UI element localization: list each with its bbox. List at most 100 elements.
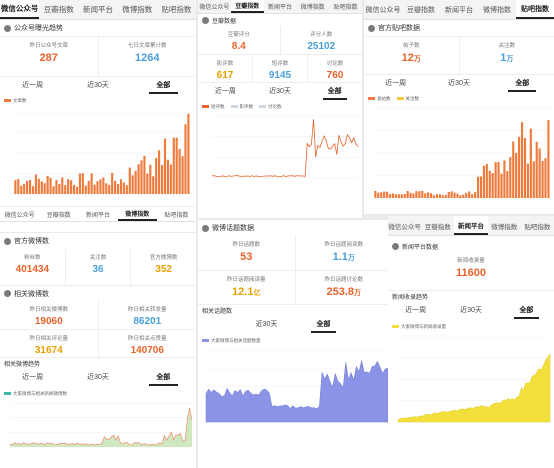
tab-news[interactable]: 新闻平台 <box>86 212 111 219</box>
range-all[interactable]: 全部 <box>295 319 352 333</box>
bar <box>61 177 64 194</box>
range-all[interactable]: 全部 <box>131 80 196 94</box>
stat-rating: 豆瓣评分 8.4 <box>198 26 280 54</box>
stat-label: 关注数 <box>89 255 107 261</box>
bar <box>394 194 397 198</box>
stat-follows: 关注数 36 <box>64 249 131 285</box>
tieba-stats-row: 帖子数 12万 关注数 1万 <box>364 36 554 74</box>
tab-tieba[interactable]: 贴吧指数 <box>333 5 358 11</box>
tab-news[interactable]: 新闻平台 <box>454 216 488 235</box>
weibo-icon <box>4 290 11 297</box>
stat-value: 1 <box>500 52 507 64</box>
bar <box>17 179 20 194</box>
bar <box>93 184 96 194</box>
tab-weibo[interactable]: 微博指数 <box>122 5 153 14</box>
stat-label: 昨日相关微博数 <box>29 307 68 313</box>
bar <box>137 164 140 194</box>
stat-value: 19060 <box>34 316 63 327</box>
legend-label: 文章数 <box>13 98 27 103</box>
tab-douban[interactable]: 豆瓣指数 <box>230 0 264 13</box>
range-30days[interactable]: 近30天 <box>87 81 109 89</box>
trend-line <box>211 119 359 178</box>
tab-tieba[interactable]: 贴吧指数 <box>161 5 192 14</box>
range-all[interactable]: 全部 <box>131 372 196 386</box>
range-week[interactable]: 近一周 <box>405 307 427 314</box>
bar <box>421 190 424 198</box>
legend-label: 大家微博与相关新闻微博数 <box>13 391 67 396</box>
range-all[interactable]: 全部 <box>491 78 554 92</box>
tab-wechat[interactable]: 微信公众号 <box>199 5 230 11</box>
chart-legend: 短评数 影评数 讨论数 <box>198 102 362 112</box>
area-fill <box>10 408 192 447</box>
legend-swatch <box>4 99 11 103</box>
range-week[interactable]: 近一周 <box>385 79 407 87</box>
range-30days[interactable]: 近30天 <box>87 374 109 381</box>
range-30days[interactable]: 近30天 <box>460 307 482 314</box>
legend-label: 讨论数 <box>268 104 282 109</box>
range-week[interactable]: 近一周 <box>22 81 44 89</box>
tab-douban[interactable]: 豆瓣指数 <box>46 212 71 219</box>
range-week[interactable]: 近一周 <box>214 87 236 95</box>
tab-weibo[interactable]: 微博指数 <box>117 207 157 221</box>
legend-swatch <box>4 392 11 396</box>
bar <box>119 179 123 194</box>
news-panel: 微信公众号 豆瓣指数 新闻平台 微博指数 贴吧指数 新闻平台数据 新闻收录量 11… <box>388 216 554 468</box>
stat-label: 新闻收录量 <box>457 258 485 264</box>
bar <box>397 194 400 198</box>
legend-swatch <box>368 97 375 101</box>
bar <box>122 182 125 194</box>
tab-tieba[interactable]: 贴吧指数 <box>164 212 189 219</box>
tab-douban[interactable]: 豆瓣指数 <box>424 223 451 231</box>
stat-label: 昨日话题阅读量 <box>226 277 266 283</box>
range-tabs: 近一周 近30天 全部 <box>0 76 196 94</box>
tab-wechat[interactable]: 微信公众号 <box>388 223 421 231</box>
bar <box>474 192 477 198</box>
range-week[interactable]: 近一周 <box>22 374 44 381</box>
platform-tabs: 微信公众号 豆瓣指数 新闻平台 微博指数 贴吧指数 <box>198 0 362 14</box>
tab-weibo[interactable]: 微博指数 <box>300 5 325 11</box>
bar <box>383 191 386 198</box>
tab-news[interactable]: 新闻平台 <box>267 5 292 11</box>
bar <box>184 124 187 194</box>
bar <box>70 180 73 194</box>
bar <box>105 183 108 194</box>
tab-news[interactable]: 新闻平台 <box>83 5 113 14</box>
chart-legend: 大家微博与相关话题数量 <box>198 336 392 346</box>
section-title: 新闻收录趋势 <box>392 295 429 301</box>
tieba-panel: 微信公众号 豆瓣指数 新闻平台 微博指数 贴吧指数 官方贴吧数据 帖子数 12万 … <box>364 0 554 214</box>
bar <box>388 194 392 198</box>
bar <box>418 191 421 198</box>
tab-wechat[interactable]: 微信公众号 <box>0 0 40 19</box>
range-30days[interactable]: 近30天 <box>255 321 278 328</box>
bar <box>96 181 99 194</box>
tab-wechat[interactable]: 微信公众号 <box>4 212 35 219</box>
range-all[interactable]: 全部 <box>499 305 554 319</box>
range-30days[interactable]: 近30天 <box>269 87 291 95</box>
tieba-icon <box>368 24 375 32</box>
tab-wechat[interactable]: 微信公众号 <box>365 6 401 14</box>
tab-news[interactable]: 新闻平台 <box>445 6 473 14</box>
bar <box>140 160 143 194</box>
tab-douban[interactable]: 豆瓣指数 <box>407 6 435 14</box>
weibo-panel: 官方微博数 粉丝数 401434 关注数 36 官方微博数 352 相关微博数 昨日相… <box>0 233 196 468</box>
tab-tieba[interactable]: 贴吧指数 <box>516 0 554 19</box>
bar <box>482 165 485 198</box>
bar <box>506 171 509 198</box>
platform-tabs: 微信公众号 豆瓣指数 新闻平台 微博指数 贴吧指数 <box>364 0 554 20</box>
bar <box>444 194 447 198</box>
bar <box>99 179 102 194</box>
range-30days[interactable]: 近30天 <box>448 79 470 87</box>
bar <box>532 161 535 198</box>
stat-followers: 关注数 1万 <box>458 37 554 74</box>
tab-weibo[interactable]: 微博指数 <box>491 223 518 231</box>
range-all[interactable]: 全部 <box>307 86 362 100</box>
stat-topic-reads: 昨日话题阅读数 1.1万 <box>294 236 393 270</box>
area-fill <box>397 353 551 423</box>
douban-stats-row-1: 豆瓣评分 8.4 评分人数 25102 <box>198 26 362 54</box>
tab-douban[interactable]: 豆瓣指数 <box>43 5 74 14</box>
bar <box>175 137 178 194</box>
bar <box>424 193 427 198</box>
tab-weibo[interactable]: 微博指数 <box>483 6 511 14</box>
range-tabs: 近一周 近30天 全部 <box>364 74 554 92</box>
tab-tieba[interactable]: 贴吧指数 <box>524 223 551 231</box>
